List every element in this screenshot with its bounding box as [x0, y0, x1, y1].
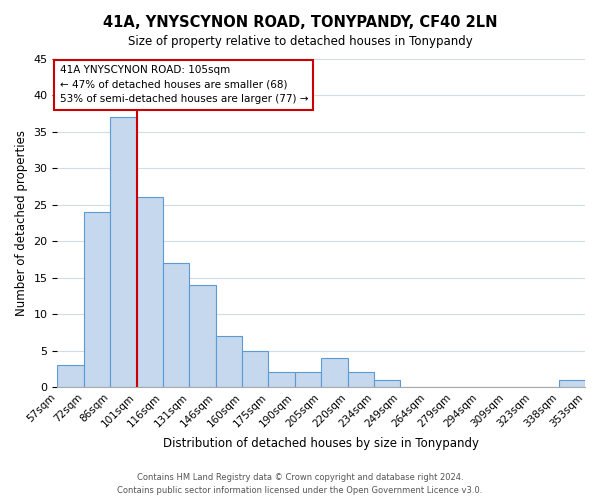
- Bar: [58, 365, 84, 387]
- Bar: [268, 372, 295, 387]
- Text: Size of property relative to detached houses in Tonypandy: Size of property relative to detached ho…: [128, 35, 472, 48]
- Bar: [84, 212, 110, 387]
- Bar: [215, 336, 242, 387]
- Bar: [559, 380, 585, 387]
- Y-axis label: Number of detached properties: Number of detached properties: [15, 130, 28, 316]
- Bar: [347, 372, 374, 387]
- Text: 41A YNYSCYNON ROAD: 105sqm
← 47% of detached houses are smaller (68)
53% of semi: 41A YNYSCYNON ROAD: 105sqm ← 47% of deta…: [59, 65, 308, 104]
- Bar: [374, 380, 400, 387]
- Text: Contains HM Land Registry data © Crown copyright and database right 2024.
Contai: Contains HM Land Registry data © Crown c…: [118, 474, 482, 495]
- Text: 41A, YNYSCYNON ROAD, TONYPANDY, CF40 2LN: 41A, YNYSCYNON ROAD, TONYPANDY, CF40 2LN: [103, 15, 497, 30]
- Bar: [190, 285, 215, 387]
- Bar: [321, 358, 347, 387]
- Bar: [295, 372, 321, 387]
- X-axis label: Distribution of detached houses by size in Tonypandy: Distribution of detached houses by size …: [163, 437, 479, 450]
- Bar: [242, 350, 268, 387]
- Bar: [110, 118, 137, 387]
- Bar: [137, 198, 163, 387]
- Bar: [163, 263, 190, 387]
